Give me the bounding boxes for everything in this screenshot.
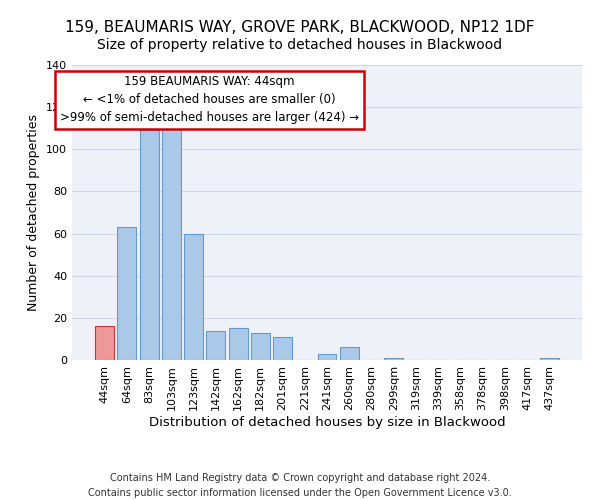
Bar: [229, 328, 248, 360]
Y-axis label: Number of detached properties: Number of detached properties: [28, 114, 40, 311]
Bar: [317, 354, 337, 360]
X-axis label: Distribution of detached houses by size in Blackwood: Distribution of detached houses by size …: [149, 416, 505, 428]
Bar: [251, 332, 270, 360]
Bar: [540, 358, 559, 360]
Text: Contains HM Land Registry data © Crown copyright and database right 2024.
Contai: Contains HM Land Registry data © Crown c…: [88, 472, 512, 498]
Bar: [95, 326, 114, 360]
Bar: [273, 337, 292, 360]
Bar: [384, 358, 403, 360]
Text: 159 BEAUMARIS WAY: 44sqm
← <1% of detached houses are smaller (0)
>99% of semi-d: 159 BEAUMARIS WAY: 44sqm ← <1% of detach…: [60, 76, 359, 124]
Text: Size of property relative to detached houses in Blackwood: Size of property relative to detached ho…: [97, 38, 503, 52]
Text: 159, BEAUMARIS WAY, GROVE PARK, BLACKWOOD, NP12 1DF: 159, BEAUMARIS WAY, GROVE PARK, BLACKWOO…: [65, 20, 535, 35]
Bar: [140, 130, 158, 360]
Bar: [118, 227, 136, 360]
Bar: [184, 234, 203, 360]
Bar: [206, 330, 225, 360]
Bar: [162, 116, 181, 360]
Bar: [340, 348, 359, 360]
